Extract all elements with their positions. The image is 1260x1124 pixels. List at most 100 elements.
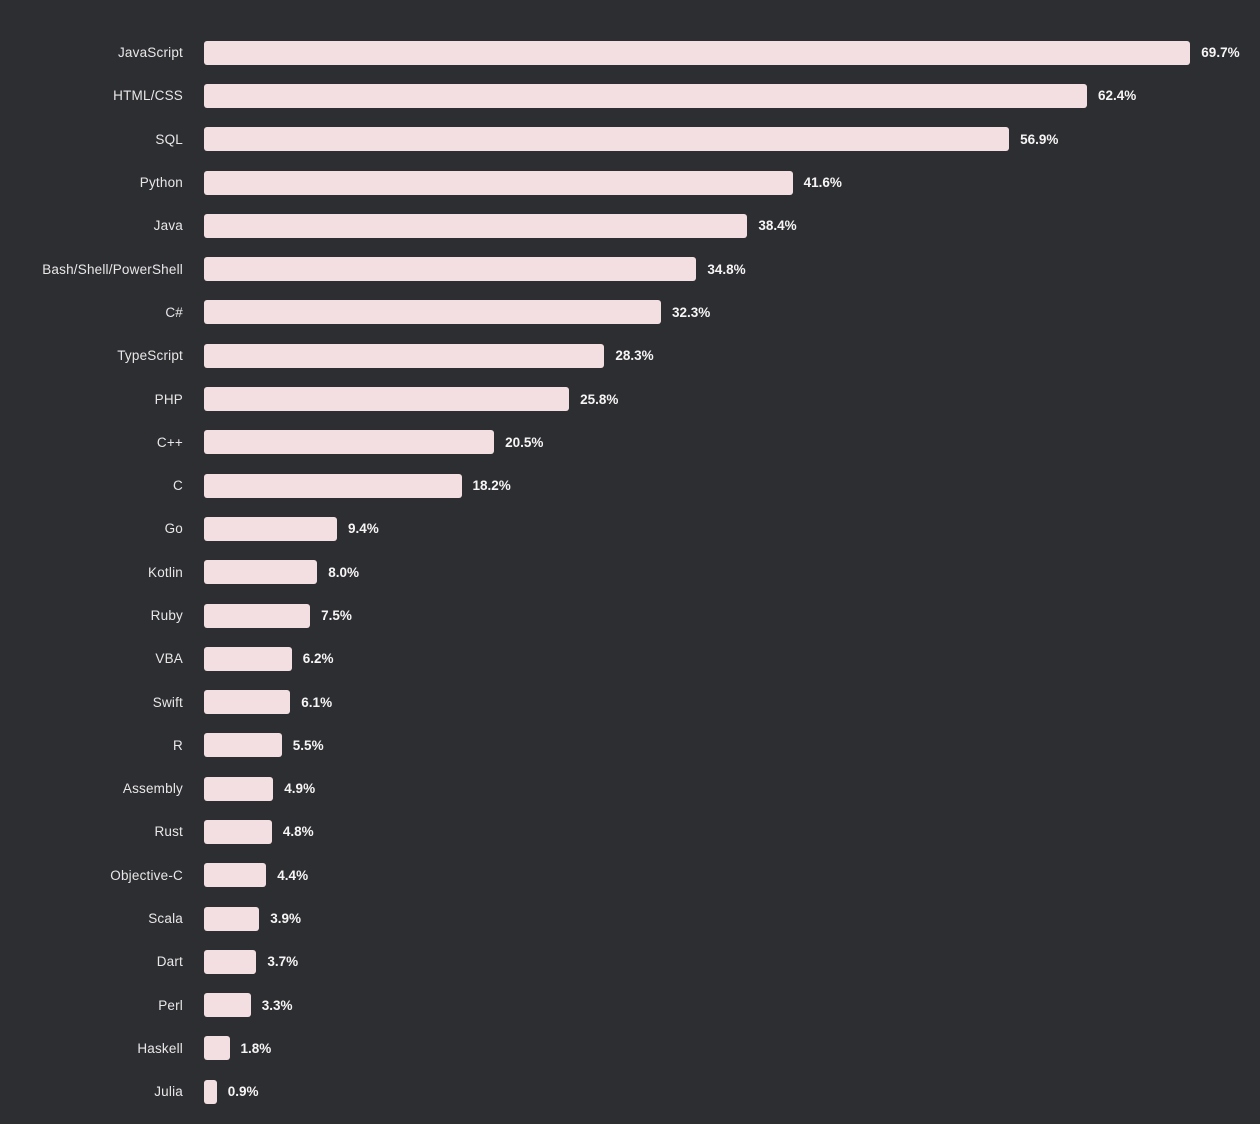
- category-label: TypeScript: [117, 348, 183, 364]
- category-label: PHP: [154, 391, 183, 407]
- chart-row: Assembly 4.9%: [0, 767, 1260, 810]
- chart-row: Perl 3.3%: [0, 984, 1260, 1027]
- bar-area: 8.0%: [204, 560, 359, 585]
- bar: [204, 430, 495, 455]
- bar: [204, 516, 337, 541]
- category-label: C: [173, 478, 183, 494]
- value-label: 1.8%: [240, 1040, 272, 1056]
- bar-area: 5.5%: [204, 733, 324, 758]
- bar-area: 0.9%: [204, 1079, 259, 1104]
- chart-row: Rust 4.8%: [0, 810, 1260, 853]
- chart-row: Scala 3.9%: [0, 897, 1260, 940]
- bar: [204, 906, 260, 931]
- bar: [204, 646, 292, 671]
- bar-area: 18.2%: [204, 473, 511, 498]
- value-label: 18.2%: [472, 478, 511, 494]
- category-label: C#: [165, 304, 183, 320]
- chart-row: Julia 0.9%: [0, 1070, 1260, 1113]
- bar-area: 4.8%: [204, 819, 314, 844]
- bar-area: 25.8%: [204, 387, 618, 412]
- bar: [204, 170, 793, 195]
- chart-row: Python 41.6%: [0, 161, 1260, 204]
- bar-area: 1.8%: [204, 1036, 272, 1061]
- category-label: Rust: [154, 824, 183, 840]
- bar-area: 28.3%: [204, 343, 654, 368]
- bar-area: 62.4%: [204, 83, 1136, 108]
- bar: [204, 300, 661, 325]
- category-label: VBA: [155, 651, 183, 667]
- chart-row: TypeScript 28.3%: [0, 334, 1260, 377]
- chart-row: Objective-C 4.4%: [0, 854, 1260, 897]
- chart-row: PHP 25.8%: [0, 377, 1260, 420]
- bar: [204, 343, 605, 368]
- bar-area: 32.3%: [204, 300, 711, 325]
- value-label: 0.9%: [227, 1084, 259, 1100]
- value-label: 56.9%: [1020, 131, 1059, 147]
- value-label: 41.6%: [803, 175, 842, 191]
- chart-row: Haskell 1.8%: [0, 1027, 1260, 1070]
- bar-area: 7.5%: [204, 603, 352, 628]
- category-label: SQL: [155, 131, 183, 147]
- bar: [204, 257, 697, 282]
- chart-row: R 5.5%: [0, 724, 1260, 767]
- category-label: Ruby: [150, 608, 183, 623]
- value-label: 28.3%: [615, 348, 654, 364]
- value-label: 6.1%: [301, 694, 333, 710]
- category-label: Dart: [156, 954, 183, 970]
- bar: [204, 690, 291, 715]
- category-label: Java: [153, 218, 183, 234]
- category-label: Haskell: [137, 1040, 183, 1056]
- chart-row: Go 9.4%: [0, 507, 1260, 550]
- value-label: 3.7%: [267, 954, 299, 970]
- bar-area: 6.1%: [204, 690, 333, 715]
- bar-area: 41.6%: [204, 170, 842, 195]
- chart-row: C# 32.3%: [0, 291, 1260, 334]
- value-label: 69.7%: [1201, 45, 1240, 61]
- chart-row: HTML/CSS 62.4%: [0, 74, 1260, 117]
- value-label: 20.5%: [505, 434, 544, 450]
- chart-row: Bash/Shell/PowerShell 34.8%: [0, 247, 1260, 290]
- category-label: Swift: [152, 694, 183, 710]
- bar: [204, 1079, 217, 1104]
- category-label: Python: [139, 175, 183, 191]
- bar: [204, 949, 257, 974]
- value-label: 7.5%: [321, 608, 352, 623]
- value-label: 4.4%: [277, 867, 309, 883]
- chart-row: C++ 20.5%: [0, 421, 1260, 464]
- category-label: HTML/CSS: [113, 88, 183, 104]
- bar-area: 34.8%: [204, 257, 746, 282]
- bar-area: 6.2%: [204, 646, 334, 671]
- chart-row: Ruby 7.5%: [0, 594, 1260, 637]
- value-label: 38.4%: [758, 218, 797, 234]
- value-label: 6.2%: [302, 651, 334, 667]
- value-label: 34.8%: [707, 261, 746, 277]
- value-label: 32.3%: [672, 304, 711, 320]
- category-label: Assembly: [122, 781, 183, 797]
- bar: [204, 387, 570, 412]
- bar-area: 3.3%: [204, 993, 292, 1018]
- chart-row: Java 38.4%: [0, 204, 1260, 247]
- bar-area: 20.5%: [204, 430, 544, 455]
- value-label: 5.5%: [292, 737, 324, 753]
- bar: [204, 819, 272, 844]
- bar: [204, 1036, 230, 1061]
- category-label: Perl: [158, 997, 183, 1013]
- chart-row: C 18.2%: [0, 464, 1260, 507]
- bar: [204, 40, 1191, 65]
- value-label: 8.0%: [328, 564, 359, 580]
- bar: [204, 127, 1010, 152]
- bar: [204, 993, 251, 1018]
- bar: [204, 776, 274, 801]
- bar: [204, 603, 311, 628]
- category-label: C++: [156, 434, 183, 450]
- value-label: 4.8%: [282, 824, 314, 840]
- bar: [204, 83, 1087, 108]
- bar: [204, 733, 282, 758]
- chart-row: SQL 56.9%: [0, 118, 1260, 161]
- bar-area: 9.4%: [204, 516, 379, 541]
- bar: [204, 473, 462, 498]
- chart-row: JavaScript 69.7%: [0, 31, 1260, 74]
- bar-area: 4.9%: [204, 776, 315, 801]
- bar: [204, 863, 267, 888]
- bar-area: 3.9%: [204, 906, 301, 931]
